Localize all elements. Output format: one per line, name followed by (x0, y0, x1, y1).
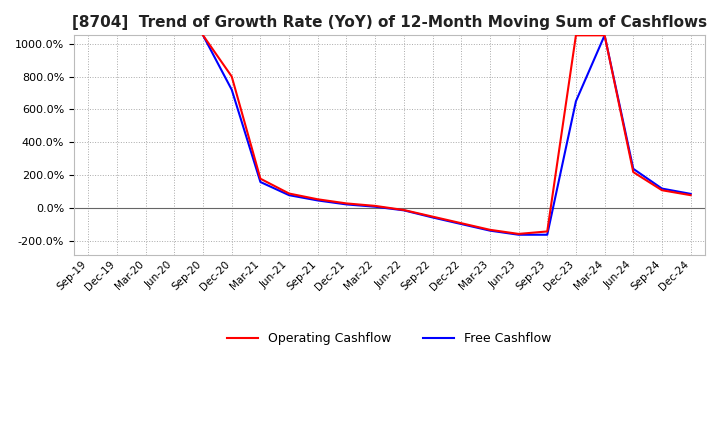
Free Cashflow (228, 87, 236, 92)
Operating Cashflow (514, 231, 523, 237)
Free Cashflow (342, 202, 351, 207)
Operating Cashflow (543, 229, 552, 234)
Operating Cashflow (428, 214, 437, 219)
Free Cashflow (400, 208, 408, 213)
Free Cashflow (285, 193, 294, 198)
Free Cashflow (514, 232, 523, 237)
Operating Cashflow (256, 176, 265, 181)
Free Cashflow (457, 221, 466, 227)
Operating Cashflow (572, 33, 580, 38)
Operating Cashflow (285, 191, 294, 196)
Free Cashflow (600, 33, 609, 38)
Free Cashflow (657, 186, 666, 191)
Operating Cashflow (199, 33, 207, 38)
Free Cashflow (256, 180, 265, 185)
Legend: Operating Cashflow, Free Cashflow: Operating Cashflow, Free Cashflow (222, 326, 557, 349)
Free Cashflow (371, 204, 379, 209)
Operating Cashflow (371, 203, 379, 209)
Free Cashflow (485, 228, 494, 233)
Line: Operating Cashflow: Operating Cashflow (203, 35, 690, 234)
Line: Free Cashflow: Free Cashflow (203, 35, 690, 235)
Title: [8704]  Trend of Growth Rate (YoY) of 12-Month Moving Sum of Cashflows: [8704] Trend of Growth Rate (YoY) of 12-… (72, 15, 707, 30)
Free Cashflow (686, 191, 695, 197)
Operating Cashflow (400, 207, 408, 213)
Free Cashflow (428, 215, 437, 220)
Operating Cashflow (657, 187, 666, 193)
Operating Cashflow (457, 220, 466, 226)
Free Cashflow (629, 166, 638, 172)
Operating Cashflow (228, 74, 236, 79)
Operating Cashflow (686, 193, 695, 198)
Operating Cashflow (313, 197, 322, 202)
Operating Cashflow (600, 33, 609, 38)
Operating Cashflow (629, 169, 638, 175)
Free Cashflow (572, 99, 580, 104)
Free Cashflow (199, 33, 207, 38)
Free Cashflow (313, 198, 322, 203)
Operating Cashflow (485, 227, 494, 232)
Free Cashflow (543, 232, 552, 237)
Operating Cashflow (342, 201, 351, 206)
